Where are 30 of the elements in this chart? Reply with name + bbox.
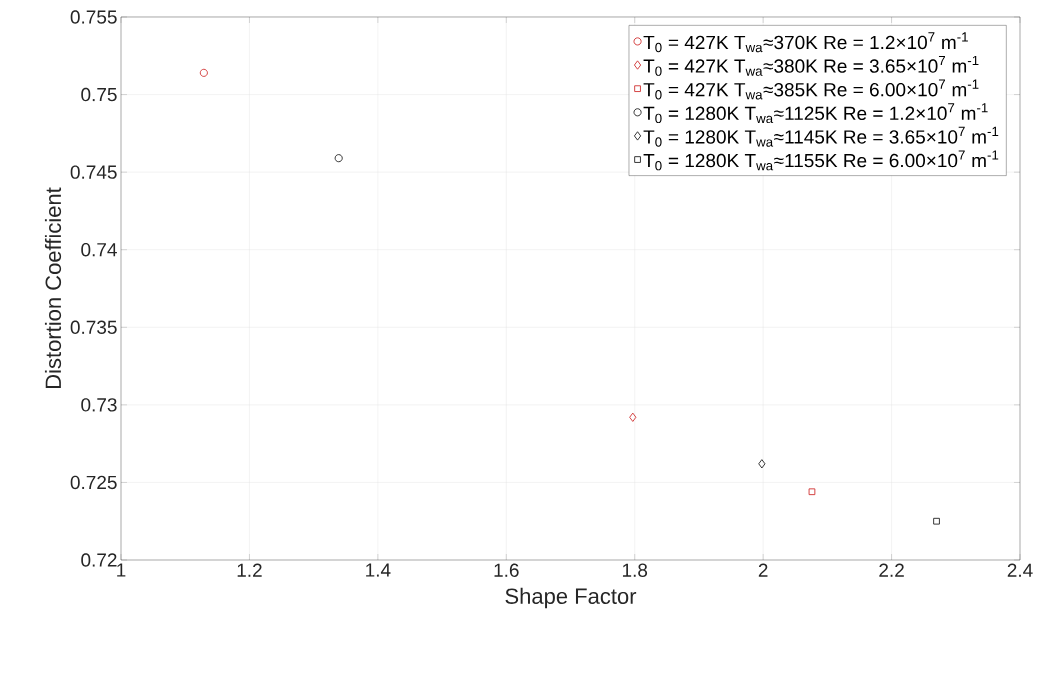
x-tick-label: 2.4 — [1007, 563, 1033, 577]
legend-label: T$_{0}$ = 427K T$_{wa}$≈370K Re = 1.2×10$^{7}$ m$^{-1}$ — [643, 32, 968, 53]
legend-label: T$_{0}$ = 1280K T$_{wa}$≈1155K Re = 6.00×10$^{7}$ m$^{-1}$ — [643, 150, 999, 171]
x-tick-label: 1.4 — [366, 563, 391, 577]
legend-label: T$_{0}$ = 427K T$_{wa}$≈385K Re = 6.00×10$^{7}$ m$^{-1}$ — [643, 79, 979, 100]
point — [199, 68, 208, 77]
y-tick-label: 0.735 — [70, 320, 117, 335]
y-axis-title: Distortion Coefficient — [44, 187, 62, 388]
y-tick-label: 0.75 — [81, 87, 117, 102]
legend-label: T$_{0}$ = 427K T$_{wa}$≈380K Re = 3.65×10$^{7}$ m$^{-1}$ — [643, 55, 979, 76]
x-axis-title: Shape Factor — [505, 587, 637, 609]
y-tick-label: 0.745 — [70, 165, 117, 179]
x-tick-label: 1 — [117, 563, 126, 577]
y-tick-label: 0.74 — [81, 242, 117, 257]
x-tick-label: 1.6 — [494, 563, 519, 577]
point — [758, 459, 766, 469]
legend-label: T$_{0}$ = 1280K T$_{wa}$≈1145K Re = 3.65×10$^{7}$ m$^{-1}$ — [643, 126, 999, 147]
y-tick-label: 0.755 — [70, 10, 117, 24]
point — [629, 412, 637, 422]
y-tick-label: 0.72 — [81, 553, 117, 567]
x-tick-label: 1.2 — [237, 563, 262, 577]
point — [808, 488, 816, 496]
x-tick-label: 2.2 — [879, 563, 904, 577]
x-tick-label: 2 — [758, 563, 768, 577]
legend-label: T$_{0}$ = 1280K T$_{wa}$≈1125K Re = 1.2×10$^{7}$ m$^{-1}$ — [643, 103, 988, 124]
y-tick-label: 0.725 — [70, 475, 117, 490]
y-tick-label: 0.73 — [81, 398, 117, 412]
x-tick-label: 1.8 — [622, 563, 648, 577]
point — [933, 517, 940, 525]
point — [334, 154, 343, 163]
